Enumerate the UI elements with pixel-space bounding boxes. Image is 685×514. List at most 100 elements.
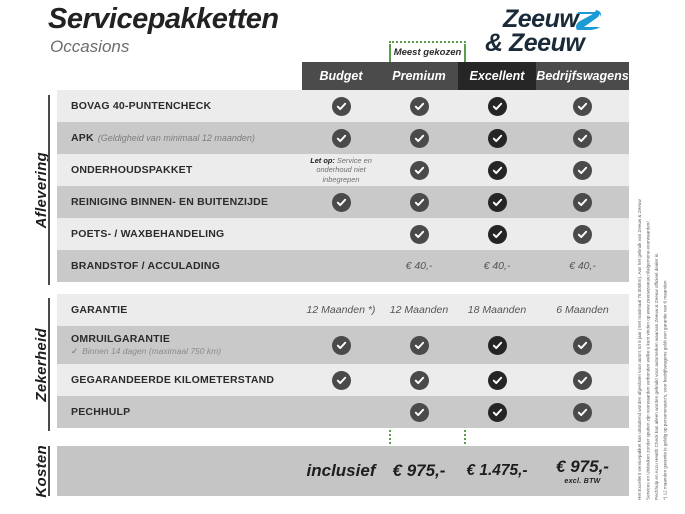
row-label-onderhoudspakket: ONDERHOUDSPAKKET	[71, 164, 193, 176]
brand-logo: Zeeuw & Zeeuw	[485, 5, 625, 57]
cell-reiniging-excellent	[458, 186, 536, 218]
column-header-bedrijfswagens[interactable]: Bedrijfswagens	[536, 62, 629, 90]
swoosh-z-icon	[576, 9, 602, 31]
check-icon	[487, 160, 507, 180]
check-icon	[331, 192, 351, 212]
row-label-kilometerstand: GEGARANDEERDE KILOMETERSTAND	[71, 374, 275, 386]
column-header-budget[interactable]: Budget	[302, 62, 380, 90]
column-header-premium[interactable]: Premium	[380, 62, 458, 90]
cell-kilometerstand-bedrijfswagens	[536, 364, 629, 396]
check-icon	[409, 160, 429, 180]
check-icon	[487, 335, 507, 355]
row-label-pechhulp: PECHHULP	[71, 406, 131, 418]
group-label-kosten: Kosten	[33, 444, 50, 498]
cell-onderhoud-premium	[380, 154, 458, 186]
logo-text-line2: & Zeeuw	[485, 28, 585, 57]
cell-bovag-excellent	[458, 90, 536, 122]
header-spacer	[57, 62, 302, 90]
cell-pechhulp-excellent	[458, 396, 536, 428]
price-premium: € 975,-	[392, 461, 446, 480]
cell-omruil-budget	[302, 326, 380, 364]
table-row: BRANDSTOF / ACCULADING € 40,- € 40,- € 4…	[57, 250, 629, 282]
cell-apk-excellent	[458, 122, 536, 154]
row-label-poets: POETS- / WAXBEHANDELING	[71, 228, 225, 240]
group-label-aflevering: Aflevering	[33, 151, 50, 229]
budget-warning-note: Let op: Service en onderhoud niet inbegr…	[302, 156, 380, 184]
group-rule-kosten	[48, 446, 50, 496]
check-icon	[573, 96, 592, 116]
pricing-row: inclusief € 975,- € 1.475,- € 975,- excl…	[57, 446, 629, 496]
fineprint-line-3: Pechhulp en Accu Health Check kan alleen…	[653, 252, 659, 500]
check-icon	[487, 96, 507, 116]
page-header: Servicepakketten Occasions	[48, 3, 279, 57]
check-icon	[409, 128, 429, 148]
check-icon	[331, 96, 351, 116]
column-header-excellent[interactable]: Excellent	[458, 62, 536, 90]
table-row: GEGARANDEERDE KILOMETERSTAND	[57, 364, 629, 396]
cell-garantie-budget: 12 Maanden *)	[306, 304, 376, 316]
group-rule-zekerheid	[48, 298, 50, 431]
warning-text: Service en onderhoud niet inbegrepen	[316, 156, 372, 184]
cell-brandstof-excellent: € 40,-	[483, 260, 511, 272]
fineprint-line-2: Services en Uitdeuken zonder spuiten zij…	[645, 220, 651, 500]
cell-bovag-bedrijfswagens	[536, 90, 629, 122]
page-subtitle: Occasions	[50, 36, 130, 56]
logo-text-line1: Zeeuw	[503, 5, 579, 33]
warning-prefix: Let op:	[310, 156, 335, 166]
cell-kilometerstand-premium	[380, 364, 458, 396]
check-icon	[331, 128, 351, 148]
price-bedrijfswagens: € 975,- excl. BTW	[536, 446, 629, 496]
cell-pechhulp-premium	[380, 396, 458, 428]
price-bedrijfswagens-value: € 975,-	[556, 457, 609, 476]
check-icon	[573, 128, 592, 148]
check-icon	[487, 128, 507, 148]
table-row: BOVAG 40-PUNTENCHECK	[57, 90, 629, 122]
check-icon	[573, 160, 592, 180]
check-icon	[487, 224, 507, 244]
cell-brandstof-premium: € 40,-	[405, 260, 433, 272]
check-icon	[573, 224, 592, 244]
cell-garantie-premium: 12 Maanden	[389, 304, 449, 316]
cell-pechhulp-bedrijfswagens	[536, 396, 629, 428]
check-icon	[487, 370, 507, 390]
check-icon	[573, 402, 592, 422]
row-sublabel-omruilgarantie: ✓ Binnen 14 dagen (maximaal 750 km)	[71, 346, 222, 356]
table-row: REINIGING BINNEN- EN BUITENZIJDE	[57, 186, 629, 218]
row-label-reiniging: REINIGING BINNEN- EN BUITENZIJDE	[71, 196, 269, 208]
cell-reiniging-bedrijfswagens	[536, 186, 629, 218]
cell-brandstof-bedrijfswagens: € 40,-	[569, 260, 596, 272]
cell-kilometerstand-budget	[302, 364, 380, 396]
check-icon	[331, 335, 351, 355]
check-icon	[487, 192, 507, 212]
cell-brandstof-budget	[302, 250, 380, 282]
check-icon	[409, 370, 429, 390]
check-icon	[331, 370, 351, 390]
table-row: OMRUILGARANTIE ✓ Binnen 14 dagen (maximaa…	[57, 326, 629, 364]
table-row: GARANTIE 12 Maanden *) 12 Maanden 18 Maa…	[57, 294, 629, 326]
check-icon	[573, 370, 592, 390]
check-icon	[409, 335, 429, 355]
cell-omruil-excellent	[458, 326, 536, 364]
page-title: Servicepakketten	[48, 3, 279, 35]
row-label-brandstof: BRANDSTOF / ACCULADING	[71, 260, 221, 272]
row-note-apk: (Geldigheid van minimaal 12 maanden)	[97, 133, 255, 143]
cell-garantie-excellent: 18 Maanden	[467, 304, 527, 316]
legal-fineprint: Het Excellent servicepakket kan uitsluit…	[636, 60, 682, 505]
check-icon	[409, 224, 429, 244]
cell-onderhoud-excellent	[458, 154, 536, 186]
row-label-bovag: BOVAG 40-PUNTENCHECK	[71, 100, 212, 112]
cell-omruil-bedrijfswagens	[536, 326, 629, 364]
cell-pechhulp-budget	[302, 396, 380, 428]
cell-apk-bedrijfswagens	[536, 122, 629, 154]
check-icon	[487, 402, 507, 422]
table-header-row: Budget Premium Excellent Bedrijfswagens	[57, 62, 629, 90]
fineprint-line-1: Het Excellent servicepakket kan uitsluit…	[637, 199, 642, 500]
cell-onderhoud-bedrijfswagens	[536, 154, 629, 186]
price-excellent: € 1.475,-	[466, 462, 528, 479]
small-check-icon: ✓	[71, 346, 79, 356]
check-icon	[573, 192, 592, 212]
service-packages-table: Budget Premium Excellent Bedrijfswagens …	[57, 62, 629, 428]
check-icon	[409, 96, 429, 116]
cell-reiniging-budget	[302, 186, 380, 218]
most-chosen-badge: Meest gekozen	[389, 41, 466, 62]
